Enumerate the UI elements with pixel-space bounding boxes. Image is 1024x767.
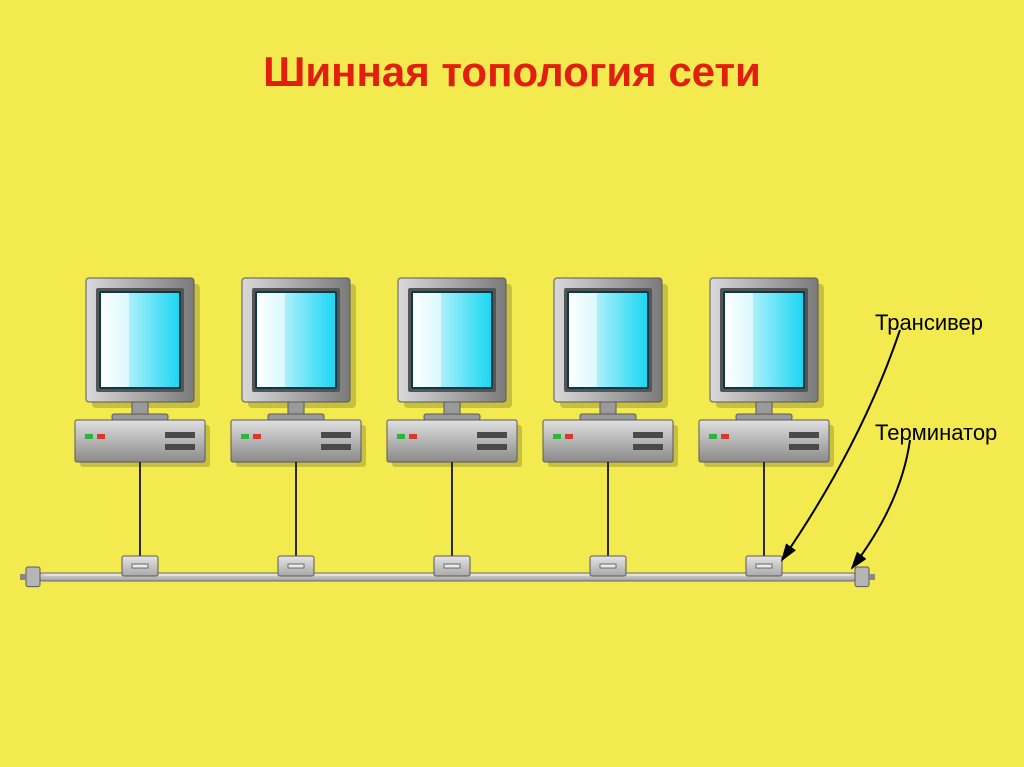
- slide: Шинная топология сети Трансивер Терминат…: [0, 0, 1024, 767]
- system-unit-icon: [543, 420, 673, 462]
- computer-node: [543, 278, 678, 576]
- bus-topology-diagram: [0, 0, 1024, 767]
- computer-node: [387, 278, 522, 576]
- terminator-icon: [855, 567, 875, 587]
- terminator-icon: [20, 567, 40, 587]
- computer-node: [75, 278, 210, 576]
- system-unit-icon: [75, 420, 205, 462]
- computer-node: [231, 278, 366, 576]
- system-unit-icon: [231, 420, 361, 462]
- arrow-icon: [852, 440, 910, 568]
- computer-node: [699, 278, 834, 576]
- system-unit-icon: [387, 420, 517, 462]
- system-unit-icon: [699, 420, 829, 462]
